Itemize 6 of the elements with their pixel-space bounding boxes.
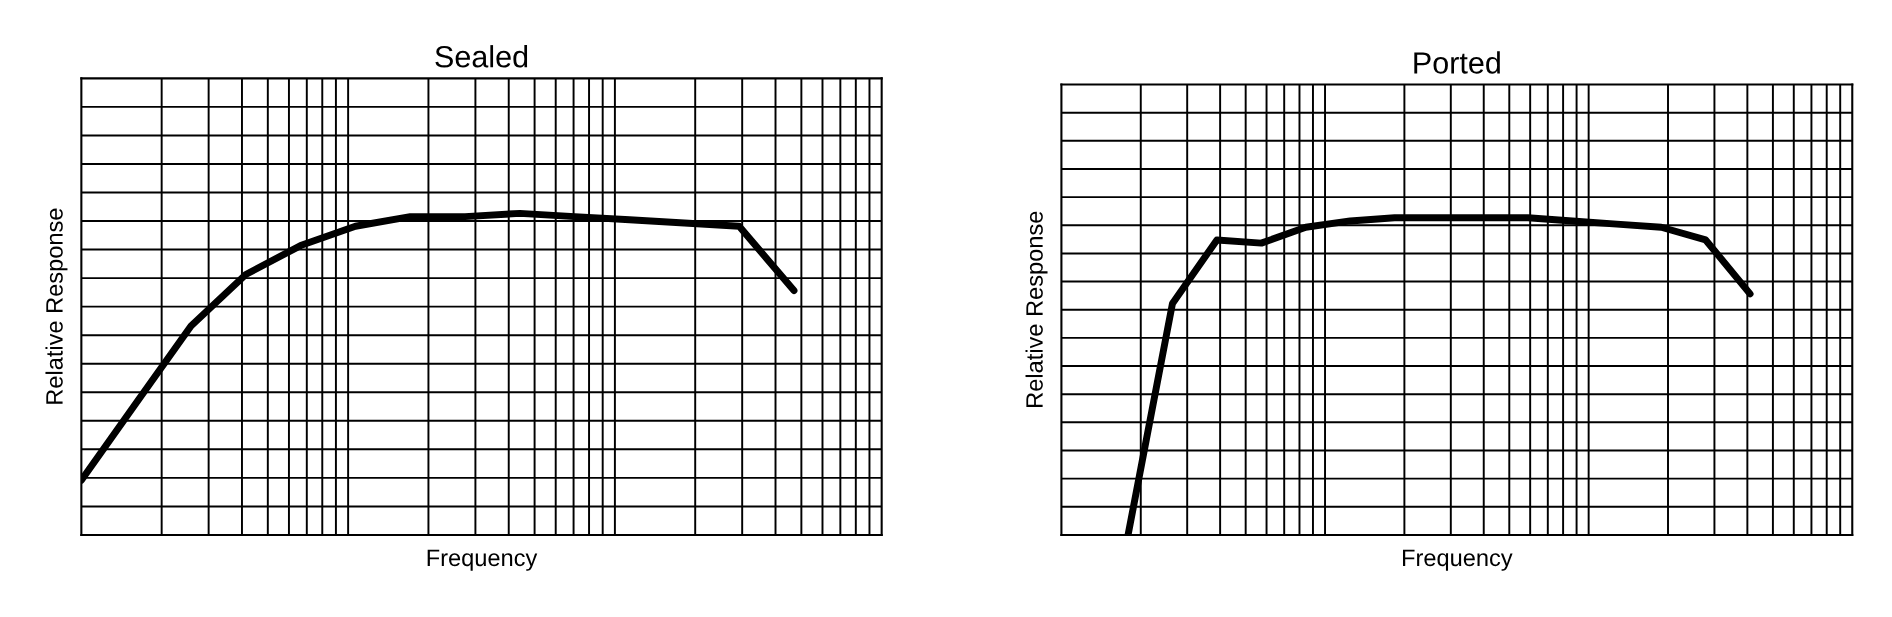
y-axis-title: Relative Response [45, 208, 68, 404]
x-axis-title: Frequency [427, 549, 538, 571]
x-axis-title: Frequency [1403, 549, 1513, 571]
chart-title: Sealed [435, 45, 528, 68]
y-axis-title: Relative Response [1025, 211, 1048, 407]
chart-title: Ported [1414, 51, 1500, 74]
